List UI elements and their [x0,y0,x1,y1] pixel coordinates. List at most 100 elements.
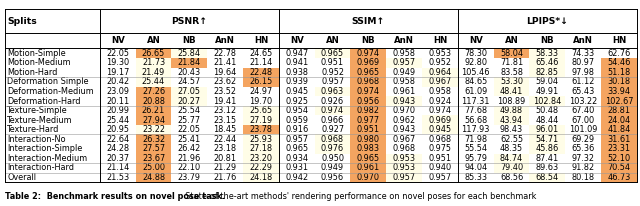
Text: 77.68: 77.68 [464,106,487,115]
Text: 58.33: 58.33 [536,49,559,58]
Bar [601,144,637,154]
Bar [351,48,386,58]
Text: 0.924: 0.924 [428,97,451,105]
Text: 61.09: 61.09 [464,87,487,96]
Text: 0.943: 0.943 [392,125,415,134]
Text: 25.00: 25.00 [142,164,165,172]
Text: 0.943: 0.943 [392,97,415,105]
Bar [136,68,172,77]
Text: NB: NB [541,36,554,45]
Text: AnN: AnN [215,36,235,45]
Text: 0.970: 0.970 [392,106,415,115]
Text: AnN: AnN [394,36,414,45]
Text: 0.968: 0.968 [356,77,380,86]
Text: Table 2:  Benchmark results on novel pose task.: Table 2: Benchmark results on novel pose… [5,192,225,201]
Text: 22.29: 22.29 [250,164,273,172]
Bar [386,58,422,68]
Text: 31.61: 31.61 [607,135,630,144]
Text: 27.26: 27.26 [142,87,165,96]
Bar [601,68,637,77]
Text: 0.926: 0.926 [321,97,344,105]
Text: 23.22: 23.22 [142,125,165,134]
Bar [315,135,351,144]
Text: NV: NV [111,36,125,45]
Text: 68.56: 68.56 [500,173,523,182]
Text: 105.46: 105.46 [461,68,490,77]
Text: 0.964: 0.964 [428,68,452,77]
Text: 0.938: 0.938 [285,68,308,77]
Text: 24.04: 24.04 [607,116,630,125]
Text: 0.953: 0.953 [428,49,451,58]
Text: 0.975: 0.975 [428,144,451,153]
Text: 25.41: 25.41 [178,135,201,144]
Text: 25.65: 25.65 [250,106,273,115]
Text: 65.46: 65.46 [536,58,559,67]
Text: 0.957: 0.957 [392,58,415,67]
Text: 84.74: 84.74 [500,154,523,163]
Bar [529,96,565,106]
Text: 0.925: 0.925 [285,97,308,105]
Bar [243,135,279,144]
Text: 48.44: 48.44 [536,116,559,125]
Text: 0.959: 0.959 [285,116,308,125]
Text: 20.43: 20.43 [178,68,201,77]
Text: 0.980: 0.980 [357,135,380,144]
Bar [493,87,529,96]
Text: 98.43: 98.43 [500,125,523,134]
Bar [136,135,172,144]
Bar [601,154,637,163]
Text: Texture-Medium: Texture-Medium [7,116,72,125]
Text: 26.42: 26.42 [178,144,201,153]
Text: 0.966: 0.966 [321,116,344,125]
Bar [351,135,386,144]
Text: 89.63: 89.63 [536,164,559,172]
Text: 53.30: 53.30 [500,77,523,86]
Text: 0.965: 0.965 [356,154,380,163]
Text: 91.82: 91.82 [572,164,595,172]
Text: 0.940: 0.940 [428,164,451,172]
Text: Overall: Overall [7,173,36,182]
Bar [493,77,529,87]
Text: 52.10: 52.10 [607,154,630,163]
Text: 23.52: 23.52 [214,87,237,96]
Text: 0.982: 0.982 [357,106,380,115]
Text: 0.952: 0.952 [321,68,344,77]
Bar [136,96,172,106]
Text: 24.18: 24.18 [250,173,273,182]
Bar [601,77,637,87]
Text: 78.30: 78.30 [464,49,487,58]
Bar [315,48,351,58]
Text: 0.916: 0.916 [285,125,308,134]
Text: 21.76: 21.76 [214,173,237,182]
Text: 0.963: 0.963 [321,87,344,96]
Bar [136,87,172,96]
Text: 59.04: 59.04 [536,77,559,86]
Bar [243,77,279,87]
Text: 0.956: 0.956 [356,97,380,105]
Text: Interaction-No: Interaction-No [7,135,66,144]
Text: 46.73: 46.73 [607,173,630,182]
Bar [172,87,207,96]
Text: 49.88: 49.88 [500,106,523,115]
Bar [351,58,386,68]
Text: 25.84: 25.84 [178,49,201,58]
Text: 0.931: 0.931 [285,164,308,172]
Bar [136,163,172,173]
Text: PSNR↑: PSNR↑ [172,17,207,26]
Text: 97.32: 97.32 [572,154,595,163]
Text: 22.05: 22.05 [178,125,201,134]
Text: 41.84: 41.84 [607,125,630,134]
Text: 30.18: 30.18 [607,77,630,86]
Text: 26.32: 26.32 [142,135,165,144]
Text: 0.939: 0.939 [285,77,308,86]
Text: 0.952: 0.952 [428,58,451,67]
Text: 24.65: 24.65 [250,49,273,58]
Text: 65.36: 65.36 [572,144,595,153]
Text: AnN: AnN [573,36,593,45]
Bar [386,154,422,163]
Text: 23.15: 23.15 [214,116,237,125]
Bar [529,144,565,154]
Text: State-of-the-art methods' rendering performance on novel poses for each benchmar: State-of-the-art methods' rendering perf… [180,192,536,201]
Text: HN: HN [612,36,626,45]
Text: 61.12: 61.12 [572,77,595,86]
